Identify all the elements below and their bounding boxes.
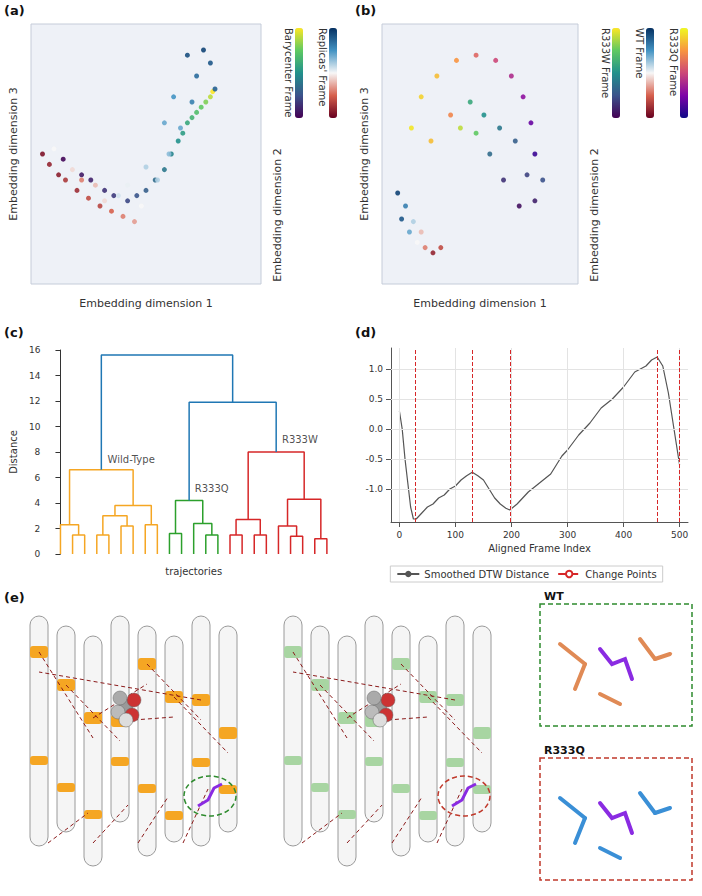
svg-text:1.0: 1.0 [369,364,384,374]
svg-text:6: 6 [35,473,41,483]
svg-text:0: 0 [35,549,41,559]
svg-text:Distance: Distance [8,430,19,474]
svg-text:(b): (b) [355,3,376,18]
svg-text:500: 500 [671,530,688,540]
svg-text:100: 100 [447,530,464,540]
svg-text:R333W Frame: R333W Frame [600,28,611,98]
svg-text:0.0: 0.0 [369,424,384,434]
svg-text:trajectories: trajectories [165,566,222,577]
svg-text:0.5: 0.5 [369,394,383,404]
svg-text:-0.5: -0.5 [365,454,383,464]
svg-text:Embedding dimension 2: Embedding dimension 2 [588,148,601,281]
svg-text:WT: WT [544,590,564,603]
svg-text:Embedding dimension 3: Embedding dimension 3 [7,87,20,220]
svg-text:-1.0: -1.0 [365,484,383,494]
svg-text:R333W: R333W [282,434,318,445]
svg-text:12: 12 [29,396,40,406]
svg-text:(c): (c) [4,325,24,340]
svg-text:Replicas' Frame: Replicas' Frame [317,28,328,106]
svg-text:10: 10 [29,422,41,432]
svg-text:R333Q: R333Q [195,483,229,494]
svg-text:Aligned Frame Index: Aligned Frame Index [488,543,591,554]
svg-text:Smoothed DTW Distance: Smoothed DTW Distance [424,569,549,580]
svg-text:(d): (d) [355,325,376,340]
svg-text:2: 2 [35,524,41,534]
svg-text:400: 400 [615,530,632,540]
svg-text:(a): (a) [4,3,25,18]
svg-text:R333Q Frame: R333Q Frame [668,28,679,96]
svg-text:300: 300 [559,530,576,540]
svg-text:Barycenter Frame: Barycenter Frame [283,28,294,118]
svg-text:Embedding dimension 2: Embedding dimension 2 [271,148,284,281]
svg-text:200: 200 [503,530,520,540]
svg-text:R333Q: R333Q [544,744,585,757]
svg-text:4: 4 [35,498,41,508]
svg-text:(e): (e) [4,590,25,605]
svg-text:14: 14 [29,371,41,381]
svg-text:16: 16 [29,345,41,355]
svg-text:Embedding dimension 3: Embedding dimension 3 [358,87,371,220]
svg-text:Change Points: Change Points [585,569,657,580]
svg-text:Embedding dimension 1: Embedding dimension 1 [413,297,546,310]
svg-text:0: 0 [397,530,403,540]
svg-text:Embedding dimension 1: Embedding dimension 1 [79,297,212,310]
svg-text:WT Frame: WT Frame [634,28,645,78]
svg-text:Wild-Type: Wild-Type [108,454,155,465]
svg-text:8: 8 [35,447,41,457]
